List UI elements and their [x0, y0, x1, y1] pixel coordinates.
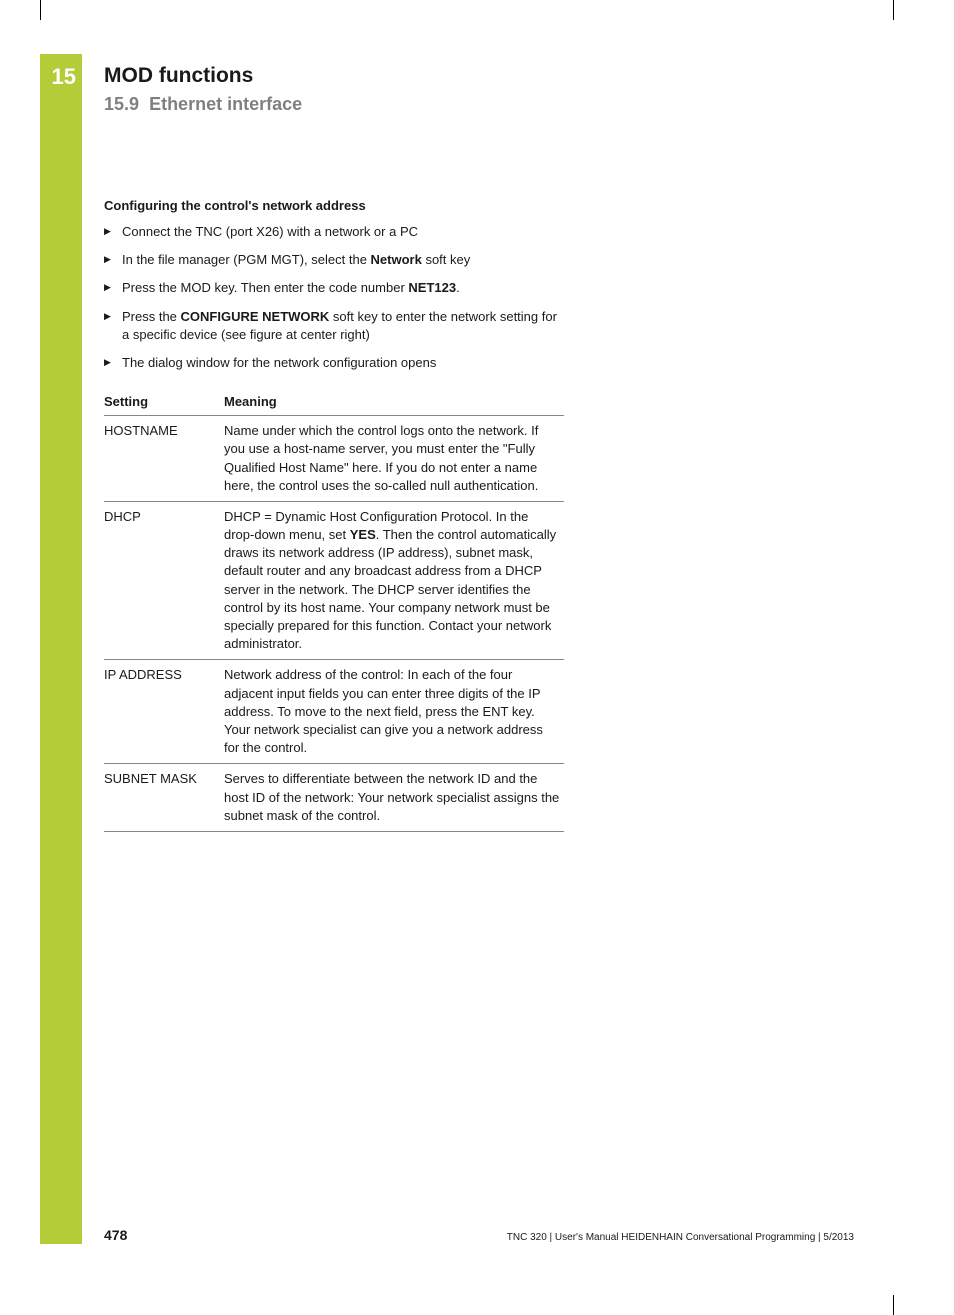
chapter-sidebar	[40, 54, 82, 1244]
footer-text: TNC 320 | User's Manual HEIDENHAIN Conve…	[507, 1232, 854, 1243]
crop-mark	[40, 0, 41, 20]
table-header-row: Setting Meaning	[104, 388, 564, 416]
cell-meaning: Serves to differentiate between the netw…	[224, 764, 564, 832]
list-item: In the file manager (PGM MGT), select th…	[104, 251, 564, 269]
crop-mark	[893, 0, 894, 20]
crop-mark	[893, 1295, 894, 1315]
chapter-title: MOD functions	[104, 64, 302, 88]
section-name: Ethernet interface	[149, 94, 302, 114]
content-area: Configuring the control's network addres…	[104, 198, 564, 832]
column-header-meaning: Meaning	[224, 388, 564, 416]
cell-setting: SUBNET MASK	[104, 764, 224, 832]
table-row: DHCP DHCP = Dynamic Host Configuration P…	[104, 501, 564, 660]
cell-meaning: DHCP = Dynamic Host Configuration Protoc…	[224, 501, 564, 660]
column-header-setting: Setting	[104, 388, 224, 416]
list-item: Press the MOD key. Then enter the code n…	[104, 279, 564, 297]
page-number: 478	[104, 1227, 127, 1243]
table-row: SUBNET MASK Serves to differentiate betw…	[104, 764, 564, 832]
list-item: Press the CONFIGURE NETWORK soft key to …	[104, 308, 564, 344]
page-header: MOD functions 15.9 Ethernet interface	[104, 64, 302, 115]
section-title: 15.9 Ethernet interface	[104, 94, 302, 115]
table-row: HOSTNAME Name under which the control lo…	[104, 416, 564, 502]
page-footer: 478 TNC 320 | User's Manual HEIDENHAIN C…	[104, 1227, 854, 1243]
cell-setting: HOSTNAME	[104, 416, 224, 502]
list-item: The dialog window for the network config…	[104, 354, 564, 372]
cell-setting: IP ADDRESS	[104, 660, 224, 764]
chapter-number: 15	[40, 64, 82, 90]
cell-setting: DHCP	[104, 501, 224, 660]
settings-table: Setting Meaning HOSTNAME Name under whic…	[104, 388, 564, 832]
cell-meaning: Name under which the control logs onto t…	[224, 416, 564, 502]
subheading: Configuring the control's network addres…	[104, 198, 564, 213]
table-row: IP ADDRESS Network address of the contro…	[104, 660, 564, 764]
list-item: Connect the TNC (port X26) with a networ…	[104, 223, 564, 241]
instruction-list: Connect the TNC (port X26) with a networ…	[104, 223, 564, 372]
cell-meaning: Network address of the control: In each …	[224, 660, 564, 764]
section-number: 15.9	[104, 94, 139, 114]
